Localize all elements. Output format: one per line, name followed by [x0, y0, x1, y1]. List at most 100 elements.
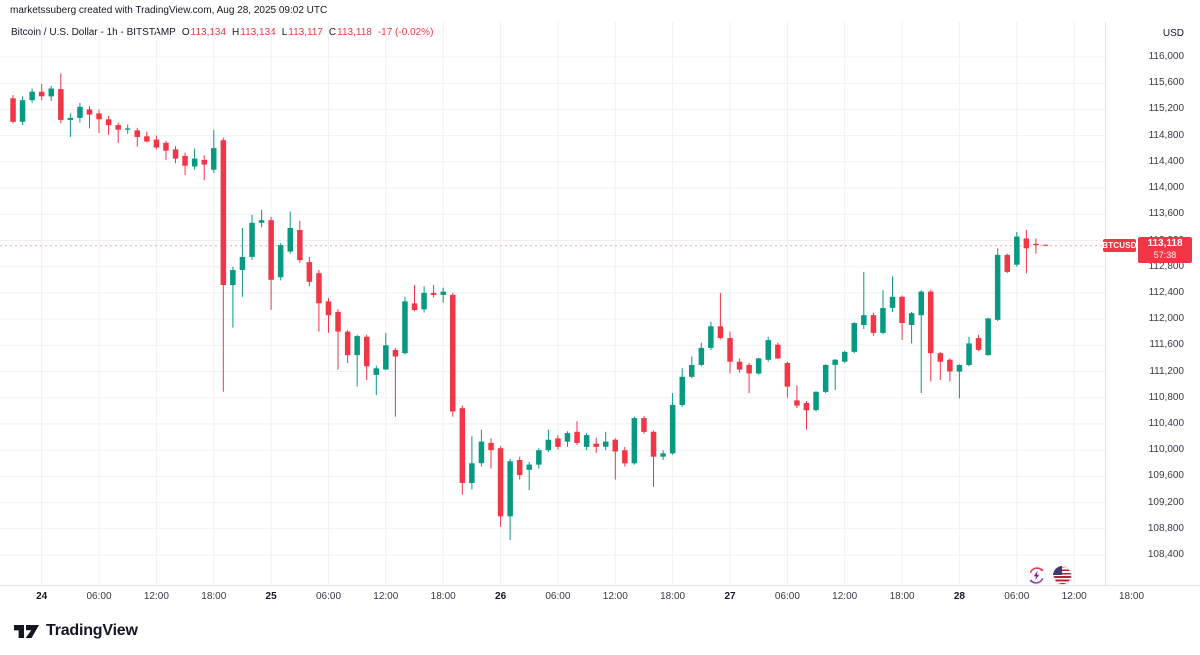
candle-body [421, 292, 427, 310]
candle-body [48, 88, 54, 97]
time-axis-label: 28 [953, 591, 965, 602]
legend-open: O 113,134 [182, 27, 226, 38]
price-axis-label: 111,600 [1149, 339, 1184, 351]
candle-body [908, 313, 915, 325]
legend-low: L 113,117 [282, 27, 323, 38]
candle-body [679, 376, 685, 405]
time-axis-label: 06:00 [545, 591, 571, 602]
candle-body [287, 228, 293, 252]
candle-body [956, 365, 963, 372]
candle-body [1023, 238, 1030, 249]
candle-body [58, 89, 64, 120]
candle-body [717, 326, 724, 339]
time-axis-label: 26 [495, 591, 507, 602]
time-axis-label: 06:00 [774, 591, 800, 602]
price-axis-label: 112,800 [1148, 260, 1184, 272]
candle-body [564, 433, 571, 442]
candle-body [994, 254, 1001, 320]
candle-body [450, 294, 456, 412]
candle-body [29, 91, 35, 101]
time-axis-label: 06:00 [86, 591, 112, 602]
candle-body [612, 439, 618, 452]
candle-body [364, 336, 370, 367]
us-flag-icon [1053, 566, 1072, 585]
candle-body [249, 222, 255, 257]
candle-body [134, 130, 140, 137]
time-scale[interactable]: 24 06:00 12:00 18:00 25 06:00 12:00 18:00 26 06:0… [0, 586, 1200, 610]
candle-body [536, 450, 542, 465]
candle-body [641, 418, 647, 432]
candle-body [239, 256, 246, 270]
price-axis-label: 110,800 [1148, 391, 1184, 403]
candle-body [1042, 244, 1049, 246]
candle-body [669, 404, 676, 454]
candle-body [67, 117, 74, 120]
price-axis-label: 108,400 [1147, 549, 1184, 560]
candle-body [813, 391, 819, 411]
price-axis-label: 110,400 [1148, 417, 1184, 429]
symbol-logos [1027, 566, 1072, 585]
time-axis-border [0, 585, 1200, 586]
candle-body [975, 338, 982, 350]
candle-body [459, 408, 466, 483]
candle-body [297, 230, 303, 261]
attribution-text: marketssuberg created with TradingView.c… [10, 5, 328, 16]
open-value: 113,134 [190, 27, 227, 38]
candle-body [966, 343, 972, 365]
price-axis-label: 114,000 [1148, 182, 1184, 194]
candle-body [794, 400, 800, 406]
candle-body [440, 291, 446, 295]
time-axis-label: 06:00 [1004, 591, 1030, 602]
time-axis-label: 18:00 [660, 591, 686, 602]
candle-body [822, 365, 829, 392]
candle-body [277, 245, 284, 278]
candle-body [125, 128, 131, 130]
candle-body [19, 100, 26, 122]
candle-body [603, 441, 609, 447]
candle-body [430, 292, 437, 295]
price-axis-label: 114,800 [1148, 129, 1184, 141]
candle-body [784, 363, 791, 387]
candle-body [928, 291, 934, 354]
candle-body [1004, 254, 1010, 272]
candle-body [880, 308, 886, 333]
last-price-value: 113,118 [1147, 237, 1183, 249]
time-axis-label: 24 [36, 591, 48, 602]
candle-body [10, 98, 16, 122]
last-price-label: 113,118 57:38 [1138, 236, 1192, 263]
candle-body [105, 119, 112, 126]
price-axis-border [1105, 22, 1106, 585]
candle-body [870, 315, 877, 333]
time-axis-label: 12:00 [602, 591, 628, 602]
candle-body [736, 361, 743, 370]
candle-body [153, 139, 160, 148]
candle-body [211, 148, 217, 170]
price-scale[interactable]: USD 116,000 115,600 115,200 114,800 114,400 1… [1106, 22, 1200, 585]
candle-body [698, 347, 705, 365]
candle-body [38, 91, 45, 97]
price-axis-label: 111,200 [1149, 365, 1184, 377]
tradingview-logo-icon [14, 624, 39, 638]
candle-body [1033, 243, 1039, 246]
tradingview-footer[interactable]: TradingView [14, 622, 138, 640]
high-label: H [232, 27, 240, 38]
candle-body [258, 220, 265, 223]
candle-body [832, 359, 838, 365]
symbol-chip: BTCUSD [1102, 239, 1137, 253]
candle-body [182, 155, 188, 166]
price-axis-label: 113,600 [1148, 208, 1184, 220]
price-axis-label: 109,600 [1147, 470, 1184, 482]
candle-body [622, 450, 628, 464]
candle-body [96, 113, 102, 120]
candle-body [555, 438, 561, 447]
price-axis-label: 116,000 [1148, 51, 1184, 62]
candle-body [889, 296, 896, 308]
candle-body [478, 441, 485, 464]
open-label: O [181, 27, 190, 38]
time-axis-label: 25 [265, 591, 277, 602]
candle-body [392, 349, 399, 357]
price-axis-label: 110,000 [1148, 444, 1184, 456]
close-value: 113,118 [337, 27, 372, 38]
